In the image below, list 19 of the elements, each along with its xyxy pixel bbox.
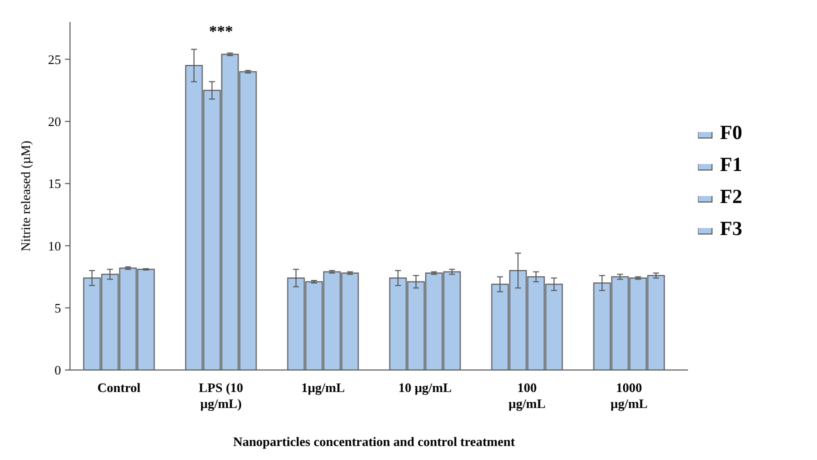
y-tick-label: 10	[48, 238, 61, 254]
legend-label: F0	[720, 122, 742, 144]
x-tick-label: 1µg/mL	[301, 380, 346, 395]
x-tick-label: 100 µg/mL	[508, 380, 546, 411]
x-tick-label: 1000 µg/mL	[610, 380, 648, 411]
legend-label: F1	[720, 154, 742, 176]
y-tick-label: 25	[48, 52, 61, 67]
legend-label: F3	[720, 218, 742, 240]
y-tick-label: 0	[54, 362, 61, 378]
x-axis-title: Nanoparticles concentration and control treatment	[233, 434, 516, 449]
y-tick-label: 20	[48, 114, 61, 129]
y-tick-label: 15	[48, 176, 61, 192]
annotation: ***	[208, 23, 233, 40]
y-tick-label: 5	[54, 300, 61, 316]
y-axis-title: Nitrite released (µM)	[18, 140, 33, 252]
legend-label: F2	[720, 186, 742, 208]
x-tick-label: Control	[97, 380, 141, 395]
x-tick-label: 10 µg/mL	[398, 380, 452, 395]
x-tick-label: LPS (10 µg/mL)	[198, 380, 244, 411]
